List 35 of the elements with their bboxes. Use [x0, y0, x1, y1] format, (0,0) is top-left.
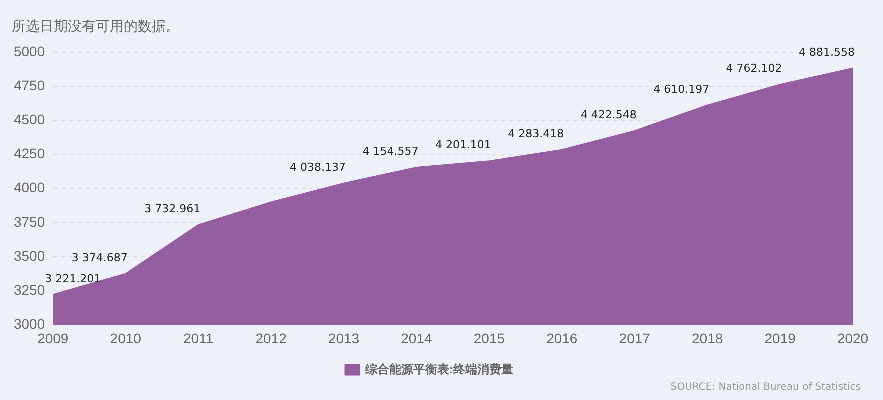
y-tick-label: 4250	[14, 146, 46, 162]
data-label: 4 881.558	[799, 46, 855, 59]
data-label: 4 422.548	[580, 108, 637, 122]
data-label: 3 732.961	[144, 202, 201, 216]
data-label: 4 201.101	[435, 138, 492, 152]
x-tick-label: 2015	[474, 330, 506, 346]
y-tick-label: 3750	[14, 214, 46, 230]
data-label: 4 610.197	[654, 82, 710, 96]
x-tick-label: 2013	[328, 330, 360, 346]
text: 所选日期没有可用的数据。	[12, 18, 180, 36]
y-tick-label: 4750	[14, 77, 46, 94]
x-tick-label: 2012	[256, 330, 288, 346]
data-label: 4 283.418	[508, 128, 564, 140]
y-tick-label: 5000	[14, 43, 46, 60]
x-tick-label: 2014	[401, 330, 432, 346]
x-tick-label: 2009	[38, 330, 69, 346]
data-label: 3 374.687	[72, 251, 128, 264]
x-tick-label: 2019	[764, 330, 796, 346]
legend-label: 综合能源平衡表:终端消费量	[364, 362, 514, 376]
x-tick-label: 2010	[110, 330, 142, 346]
data-label: 4 154.557	[362, 145, 419, 158]
y-tick-label: 3500	[14, 248, 46, 264]
y-tick-label: 3250	[14, 282, 46, 298]
y-tick-label: 4000	[14, 180, 46, 196]
x-tick-label: 2011	[184, 330, 214, 346]
x-tick-label: 2017	[619, 330, 651, 346]
x-tick-label: 2020	[837, 330, 869, 346]
y-tick-label: 4500	[14, 111, 46, 128]
x-tick-label: 2018	[692, 330, 724, 346]
data-label: 4 038.137	[290, 160, 346, 174]
data-label: 4 762.102	[726, 62, 782, 76]
source-note: SOURCE: National Bureau of Statistics	[670, 382, 861, 393]
x-tick-label: 2016	[546, 330, 578, 346]
y-tick-label: 3000	[14, 316, 46, 332]
data-label: 3 221.201	[45, 272, 102, 286]
